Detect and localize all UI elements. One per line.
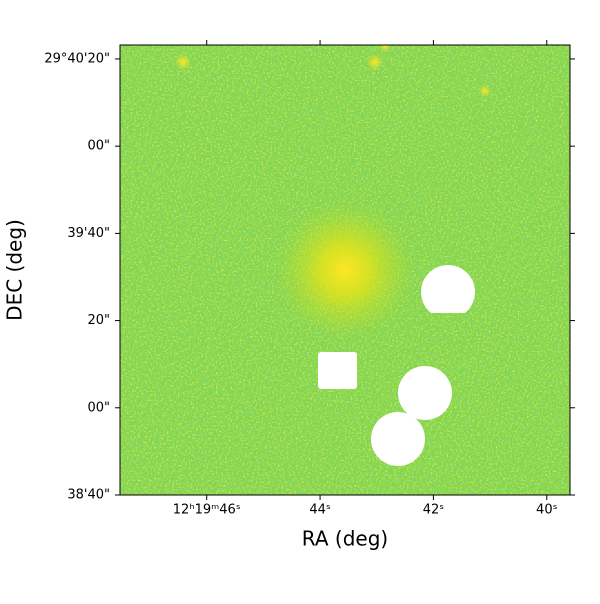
image xyxy=(120,45,570,495)
y-tick-label: 39'40" xyxy=(67,226,110,241)
x-tick-label: 12ʰ19ᵐ46ˢ xyxy=(173,503,241,518)
x-tick-label: 40ˢ xyxy=(536,503,558,518)
x-axis-label: RA (deg) xyxy=(302,527,388,551)
y-axis-label: DEC (deg) xyxy=(3,219,27,321)
plot-frame xyxy=(119,44,571,496)
y-tick-label: 20" xyxy=(87,313,110,328)
y-tick-label: 38'40" xyxy=(67,488,110,503)
y-tick-label: 29°40'20" xyxy=(44,51,110,66)
x-tick-label: 42ˢ xyxy=(423,503,445,518)
x-tick-label: 44ˢ xyxy=(309,503,331,518)
y-tick-label: 00" xyxy=(87,400,110,415)
y-tick-label: 00" xyxy=(87,139,110,154)
